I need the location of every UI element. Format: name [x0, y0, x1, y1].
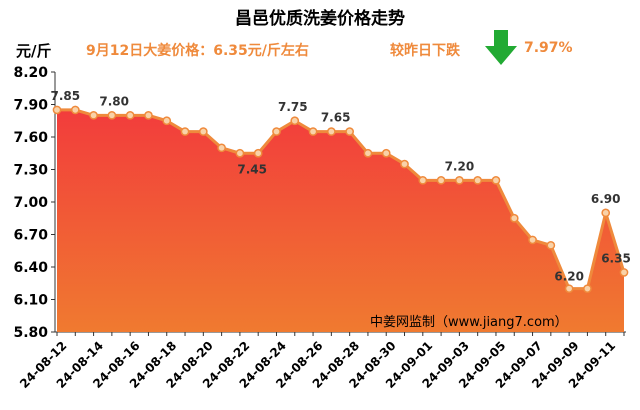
data-point [144, 110, 153, 120]
data-point [180, 127, 190, 136]
y-tick-label: 7.60 [13, 130, 48, 146]
data-point [619, 268, 629, 277]
data-point [455, 175, 464, 185]
chart-plot [52, 105, 629, 333]
y-tick-label: 6.70 [13, 228, 48, 244]
down-arrow-icon [485, 30, 517, 65]
data-labels: 7.85 7.80 7.45 7.75 7.65 7.20 6.20 6.90 6.35 [50, 89, 630, 284]
change-percent: 7.97% [524, 40, 573, 56]
data-point [253, 148, 263, 158]
data-point [583, 284, 592, 294]
data-point [601, 208, 611, 218]
data-point [272, 127, 281, 136]
data-point [418, 175, 428, 185]
data-point [473, 175, 483, 185]
data-point [491, 175, 501, 185]
data-point [546, 240, 556, 250]
watermark: 中姜网监制（www.jiang7.com） [370, 315, 568, 330]
data-point [509, 213, 519, 223]
y-tick-label: 6.10 [13, 293, 48, 309]
change-label: 较昨日下跌 [390, 43, 460, 59]
y-tick-label: 7.30 [13, 163, 48, 179]
price-area-fill [57, 109, 624, 333]
data-point [125, 110, 135, 120]
data-label: 7.45 [237, 162, 267, 176]
y-tick-label: 5.80 [13, 325, 48, 341]
data-point [52, 105, 62, 115]
price-info: 9月12日大姜价格：6.35元/斤左右 [86, 43, 309, 59]
chart-title: 昌邑优质洗姜价格走势 [235, 9, 405, 29]
data-point [345, 127, 354, 136]
data-point [162, 116, 172, 126]
data-label: 7.75 [278, 100, 308, 114]
data-point [217, 143, 226, 153]
data-label: 6.35 [601, 251, 631, 265]
data-point [290, 116, 300, 126]
data-label: 6.90 [591, 192, 621, 206]
chart-axes: 5.806.106.406.707.007.307.607.908.2024-0… [13, 65, 626, 391]
data-point [400, 159, 409, 169]
data-point [436, 175, 446, 185]
data-label: 6.20 [554, 270, 584, 284]
y-tick-label: 6.40 [13, 260, 48, 276]
y-tick-label: 7.00 [13, 195, 48, 211]
data-point [381, 148, 391, 158]
data-point [70, 105, 80, 115]
data-point [363, 148, 373, 158]
y-axis-unit: 元/斤 [16, 42, 52, 60]
data-point [528, 235, 537, 245]
data-point [235, 148, 245, 158]
data-point [564, 284, 574, 294]
y-tick-label: 8.20 [13, 65, 48, 81]
data-label: 7.20 [445, 159, 475, 173]
y-tick-label: 7.90 [13, 98, 48, 114]
data-label: 7.80 [99, 94, 129, 108]
data-label: 7.65 [321, 111, 351, 125]
data-point [107, 110, 117, 120]
data-point [198, 127, 208, 136]
data-point [89, 110, 98, 120]
data-label: 7.85 [50, 89, 80, 103]
data-point [327, 127, 336, 136]
data-point [308, 127, 318, 136]
